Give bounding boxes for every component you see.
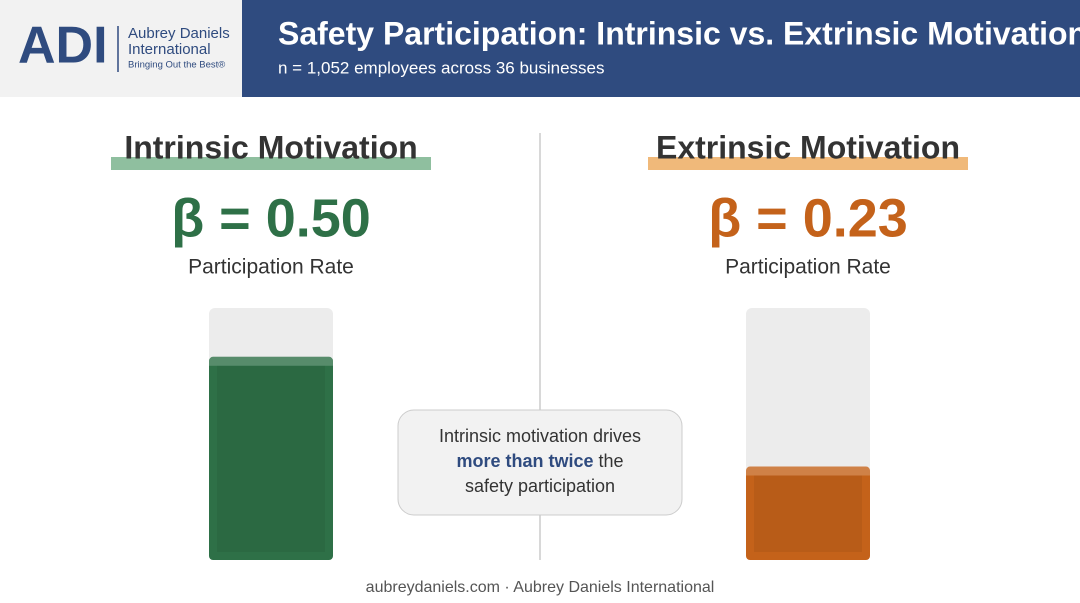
annotation: Intrinsic motivation drives [439, 426, 641, 446]
axis-label: Participation Rate [725, 256, 891, 279]
logo: ADI [18, 17, 108, 75]
company-name: International [128, 41, 211, 58]
bar-inner [754, 475, 862, 552]
category-heading: Extrinsic Motivation [656, 129, 960, 165]
annotation: the [599, 451, 624, 471]
value-label: β = 0.50 [171, 188, 371, 248]
logo-panel [0, 0, 242, 97]
heading-underline [111, 157, 431, 170]
header-bar [242, 0, 1080, 97]
bar [746, 466, 870, 560]
chart-title: Safety Participation: Intrinsic vs. Extr… [278, 15, 1080, 51]
heading-underline [648, 157, 968, 170]
annotation-box [397, 409, 683, 516]
tagline: Bringing Out the Best® [128, 60, 225, 71]
chart-subtitle: n = 1,052 employees across 36 businesses [278, 58, 605, 77]
annotation: safety participation [465, 476, 615, 496]
value-label: β = 0.23 [708, 188, 908, 248]
footer: aubreydaniels.com · Aubrey Daniels Inter… [366, 579, 715, 596]
bar [209, 356, 333, 560]
category-heading: Intrinsic Motivation [124, 129, 417, 165]
axis-label: Participation Rate [188, 256, 354, 279]
annotation: more than twice the [456, 451, 623, 471]
bar-inner [217, 365, 325, 552]
bar-highlight [746, 466, 870, 476]
company-name: Aubrey Daniels [128, 25, 230, 42]
bar-highlight [209, 356, 333, 366]
annotation-emphasis: more than twice [456, 451, 593, 471]
